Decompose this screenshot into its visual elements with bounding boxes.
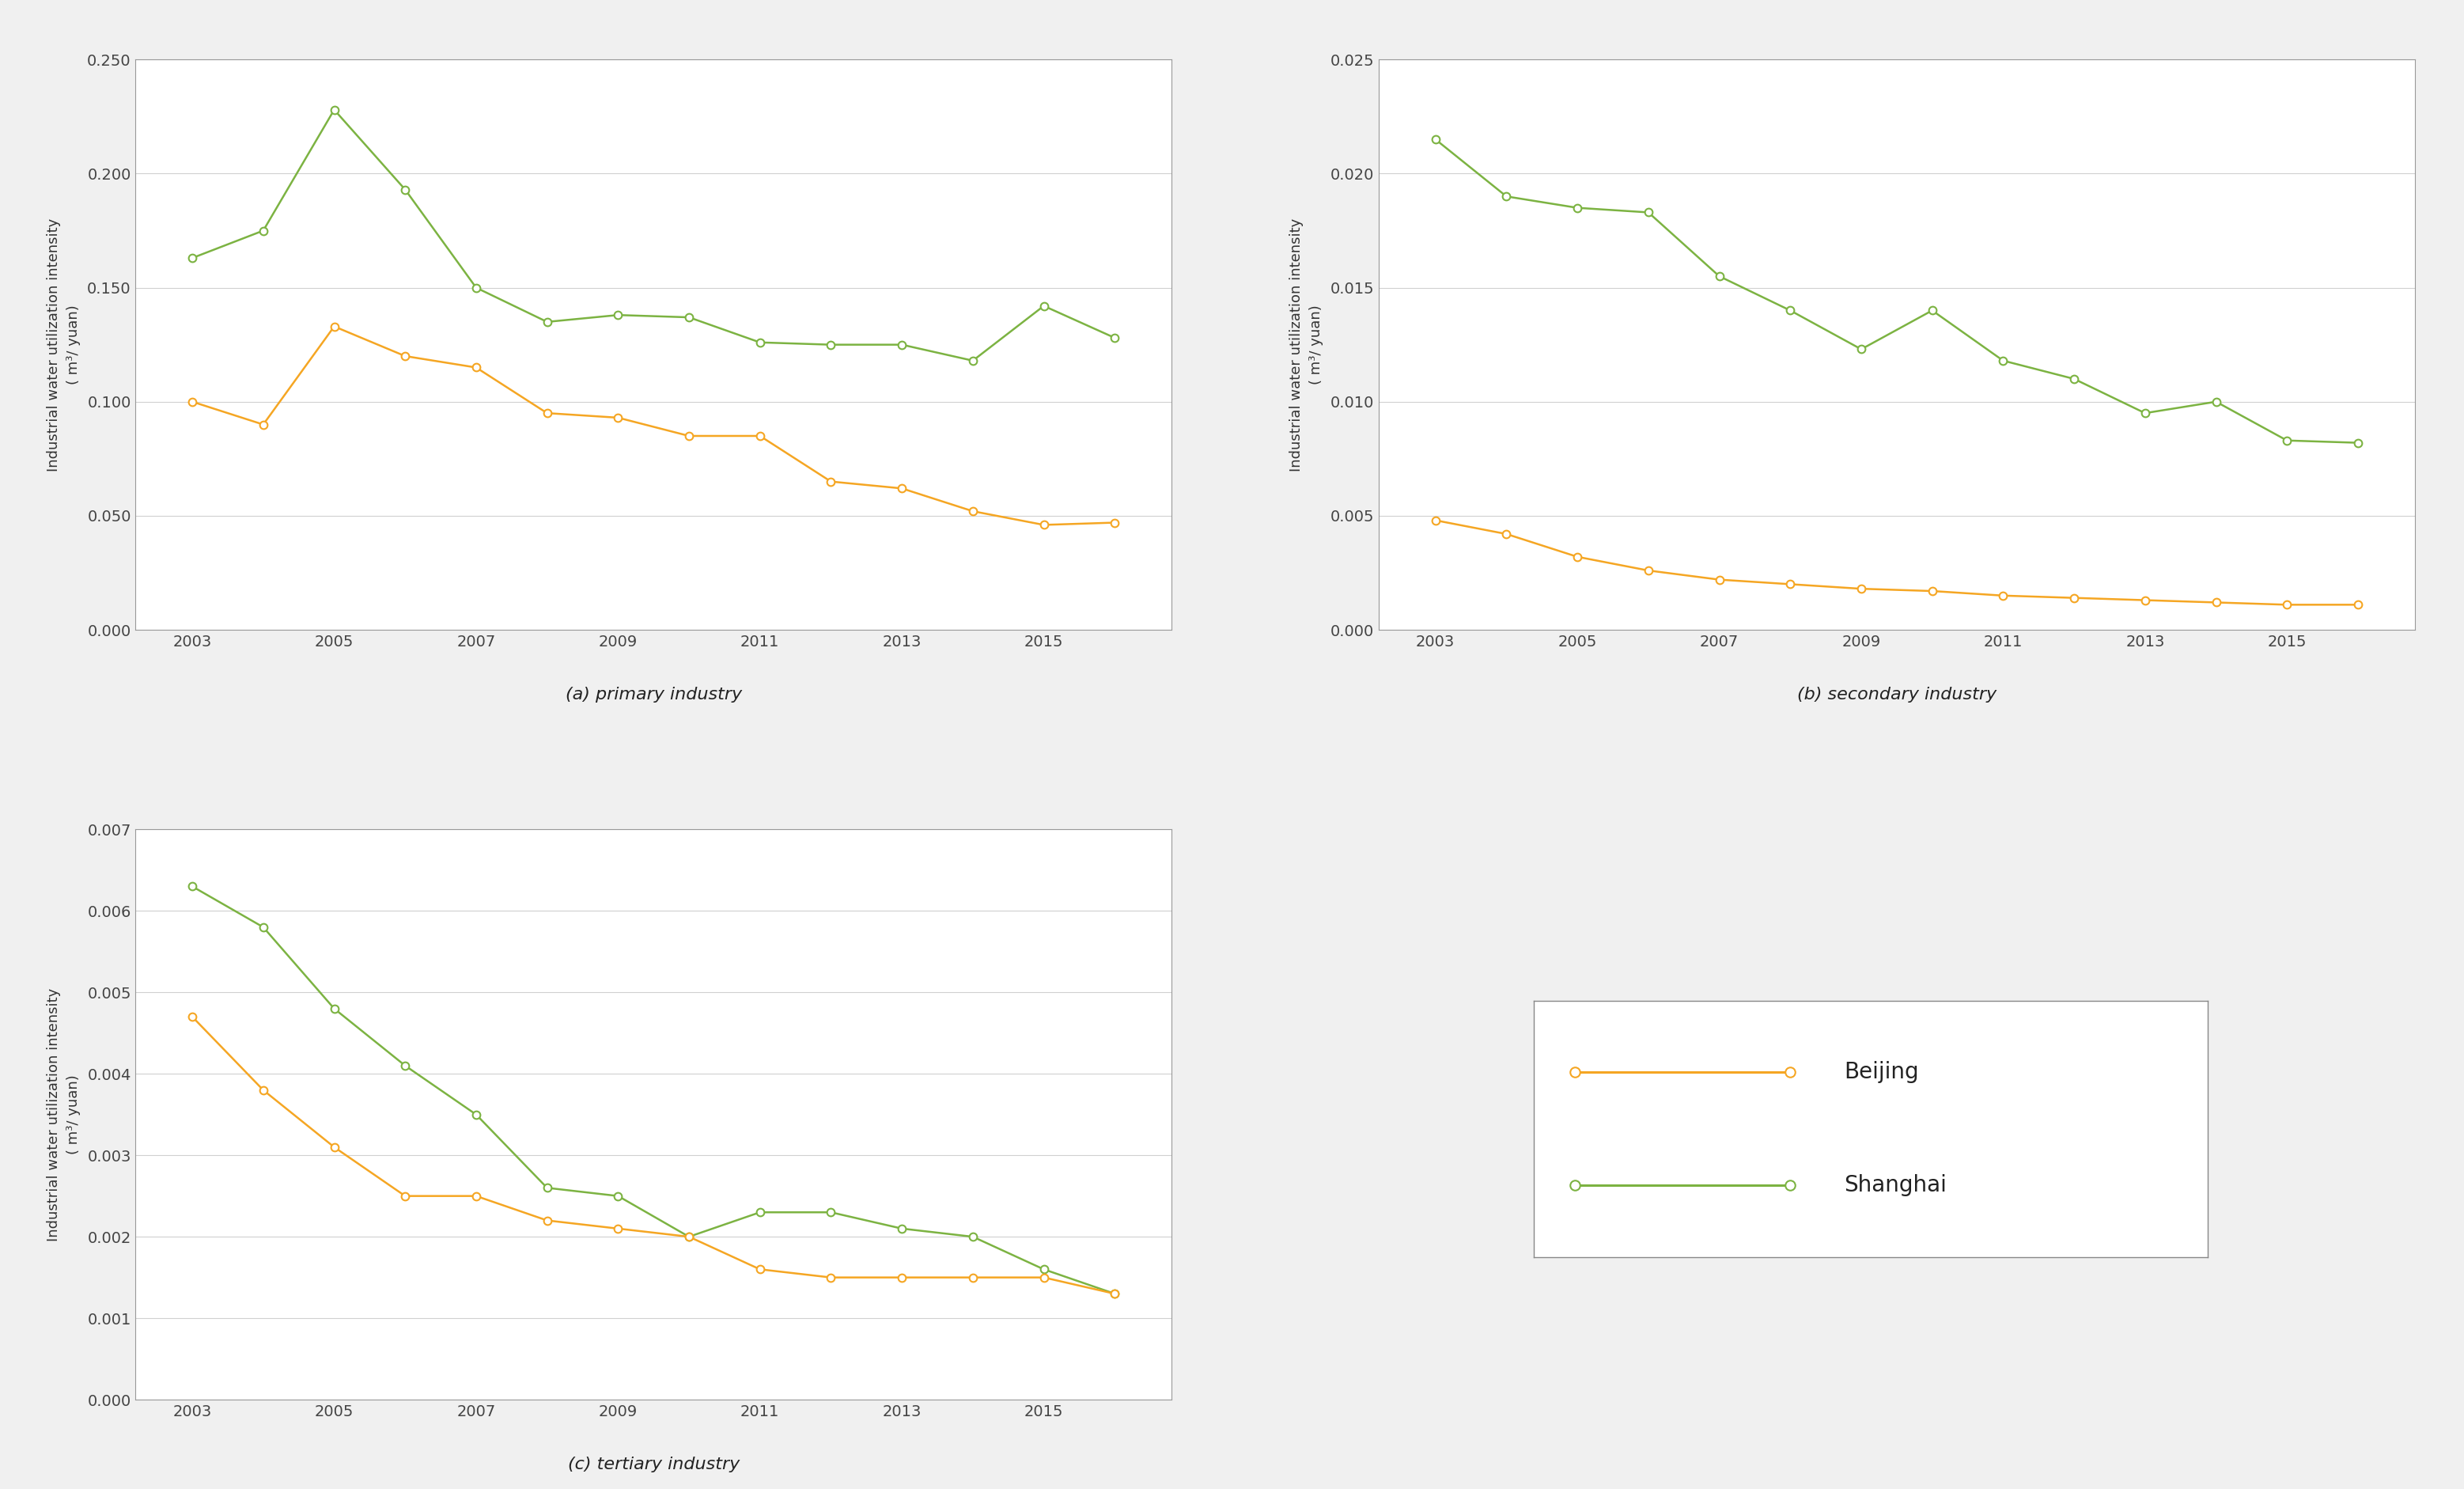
Y-axis label: Industrial water utilization intensity
( m³/ yuan): Industrial water utilization intensity (… (47, 987, 81, 1242)
Text: Shanghai: Shanghai (1843, 1175, 1947, 1196)
Text: (b) secondary industry: (b) secondary industry (1796, 686, 1996, 703)
Y-axis label: Industrial water utilization intensity
( m³/ yuan): Industrial water utilization intensity (… (1289, 217, 1323, 472)
Text: (c) tertiary industry: (c) tertiary industry (567, 1456, 739, 1473)
Text: Beijing: Beijing (1843, 1062, 1919, 1084)
Y-axis label: Industrial water utilization intensity
( m³/ yuan): Industrial water utilization intensity (… (47, 217, 81, 472)
Text: (a) primary industry: (a) primary industry (564, 686, 742, 703)
